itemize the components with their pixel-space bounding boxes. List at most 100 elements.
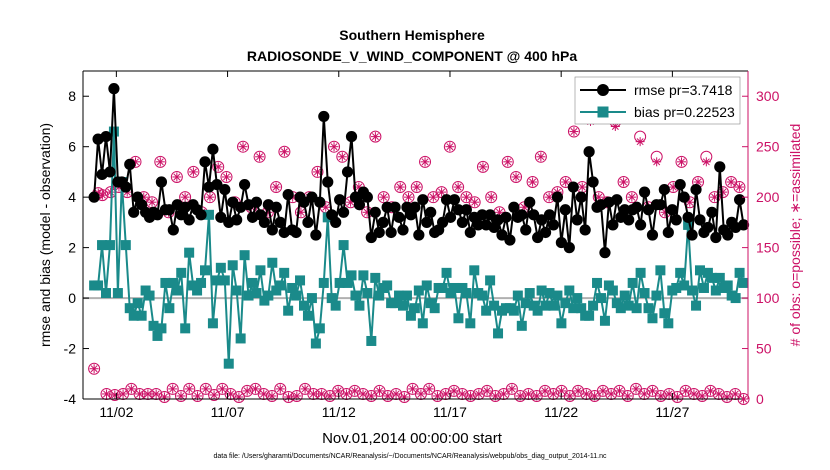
obs-possible-point bbox=[534, 150, 547, 163]
obs-possible-point bbox=[381, 389, 394, 402]
asterisk-stroke bbox=[483, 387, 491, 395]
rmse-point bbox=[634, 219, 647, 231]
asterisk-stroke bbox=[702, 158, 710, 166]
rmse-point bbox=[500, 211, 512, 223]
x-tick-label: 11/22 bbox=[544, 404, 578, 420]
rmse-point bbox=[302, 216, 314, 228]
rmse-point bbox=[623, 214, 635, 226]
obs-assimilated-point bbox=[403, 192, 413, 202]
bias-point bbox=[390, 298, 401, 309]
asterisk-stroke bbox=[351, 387, 359, 395]
bias-point bbox=[694, 265, 705, 276]
rmse-point bbox=[524, 196, 536, 208]
bias-point bbox=[366, 335, 377, 346]
rmse-point bbox=[674, 178, 686, 191]
bias-point bbox=[271, 285, 282, 296]
asterisk-stroke bbox=[185, 385, 193, 393]
obs-assimilated-point bbox=[677, 157, 687, 167]
y2-tick-label: 200 bbox=[756, 189, 780, 205]
obs-possible-point bbox=[654, 389, 667, 402]
bias-point bbox=[239, 250, 250, 261]
y-tick-label: -2 bbox=[64, 341, 77, 357]
asterisk-stroke bbox=[413, 183, 421, 191]
legend-rmse-label: rmse pr=3.7418 bbox=[634, 82, 733, 98]
asterisk-stroke bbox=[222, 173, 230, 181]
bias-point bbox=[199, 265, 210, 276]
obs-assimilated-point bbox=[705, 386, 715, 396]
rmse-point bbox=[155, 176, 168, 188]
x-tick-label: 11/07 bbox=[211, 404, 245, 420]
obs-assimilated-point bbox=[379, 192, 389, 202]
bias-point bbox=[698, 282, 709, 293]
obs-possible-point bbox=[274, 382, 287, 395]
rmse-point bbox=[330, 216, 342, 228]
bias-point bbox=[188, 280, 199, 291]
obs-assimilated-point bbox=[573, 386, 583, 396]
obs-assimilated-point bbox=[358, 389, 368, 399]
bias-point bbox=[310, 338, 321, 349]
obs-assimilated-point bbox=[110, 390, 120, 400]
y-tick-label: 8 bbox=[68, 88, 76, 104]
obs-assimilated-point bbox=[89, 364, 99, 374]
obs-possible-point bbox=[431, 389, 444, 402]
asterisk-stroke bbox=[731, 390, 739, 398]
obs-assimilated-point bbox=[511, 172, 521, 182]
rmse-point bbox=[710, 231, 722, 244]
rmse-point bbox=[409, 201, 421, 213]
bias-point bbox=[397, 300, 408, 311]
asterisk-stroke bbox=[322, 203, 330, 211]
obs-possible-point bbox=[489, 389, 502, 402]
right-y-axis: 0 50 100 150 200 250 300 bbox=[742, 71, 780, 407]
asterisk-stroke bbox=[103, 390, 111, 398]
obs-possible-point bbox=[567, 125, 580, 138]
rmse-point bbox=[337, 206, 350, 218]
bias-point bbox=[560, 298, 571, 309]
obs-assimilated-point bbox=[420, 157, 430, 167]
rmse-point bbox=[353, 199, 366, 211]
bias-point bbox=[485, 275, 496, 286]
bias-point bbox=[516, 320, 527, 331]
rmse-point bbox=[88, 191, 100, 203]
rmse-point bbox=[690, 183, 702, 196]
obs-possible-point bbox=[174, 389, 187, 402]
obs-possible-point bbox=[88, 362, 101, 375]
rmse-point bbox=[722, 229, 734, 241]
asterisk-stroke bbox=[433, 392, 441, 400]
obs-assimilated-point bbox=[623, 391, 633, 401]
bias-point bbox=[180, 323, 191, 334]
bias-point bbox=[394, 290, 405, 301]
asterisk-stroke bbox=[446, 143, 454, 151]
bias-point bbox=[627, 277, 638, 288]
bias-point bbox=[588, 300, 599, 311]
rmse-point bbox=[250, 196, 263, 208]
obs-possible-point bbox=[617, 176, 630, 189]
bias-point bbox=[251, 288, 262, 299]
bias-point bbox=[675, 267, 686, 278]
rmse-point bbox=[124, 158, 136, 170]
asterisk-stroke bbox=[686, 198, 694, 206]
asterisk-stroke bbox=[524, 390, 532, 398]
asterisk-stroke bbox=[409, 385, 417, 393]
obs-possible-point bbox=[510, 170, 523, 183]
bias-point bbox=[160, 277, 171, 288]
obs-assimilated-point bbox=[106, 187, 116, 197]
asterisk-stroke bbox=[570, 128, 578, 136]
obs-possible-point bbox=[423, 382, 436, 395]
bias-point bbox=[623, 300, 634, 311]
rmse-point bbox=[508, 201, 520, 213]
bias-point bbox=[136, 310, 147, 321]
obs-assimilated-point bbox=[437, 187, 447, 197]
asterisk-stroke bbox=[615, 387, 623, 395]
rmse-point bbox=[658, 183, 670, 196]
bias-point bbox=[528, 300, 539, 311]
bias-point bbox=[164, 303, 175, 314]
bias-point bbox=[140, 285, 151, 296]
obs-assimilated-point bbox=[370, 132, 380, 142]
obs-assimilated-point bbox=[184, 384, 194, 394]
chart-subtitle: RADIOSONDE_V_WIND_COMPONENT @ 400 hPa bbox=[247, 48, 577, 64]
bias-point bbox=[128, 310, 139, 321]
asterisk-stroke bbox=[545, 193, 553, 201]
rmse-point bbox=[444, 211, 457, 223]
asterisk-stroke bbox=[698, 392, 706, 400]
obs-assimilated-point bbox=[238, 142, 248, 152]
